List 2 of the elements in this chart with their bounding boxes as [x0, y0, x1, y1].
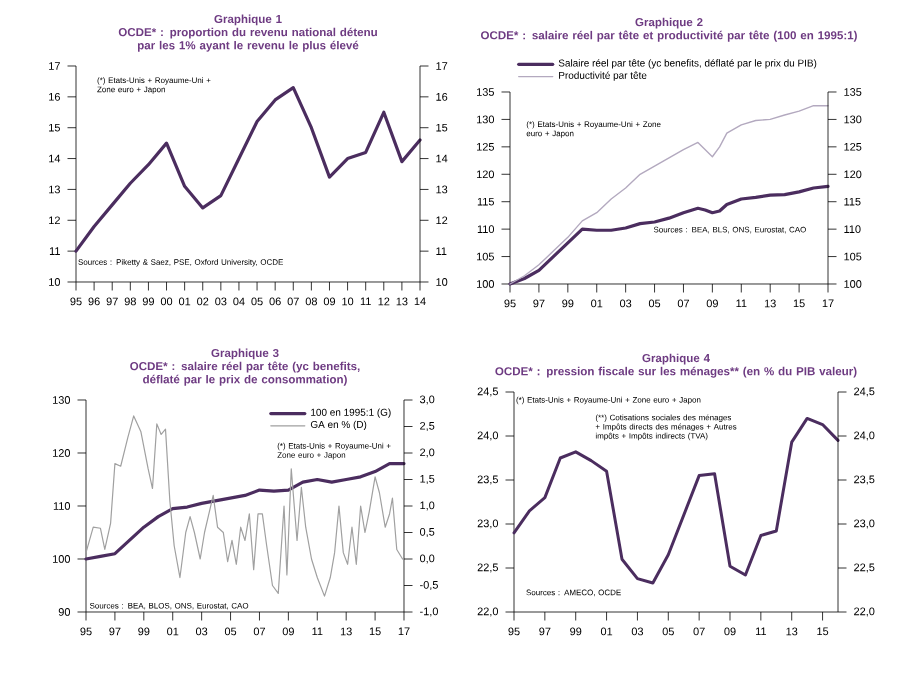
- line-series: [85, 415, 404, 597]
- line-series: [74, 85, 422, 253]
